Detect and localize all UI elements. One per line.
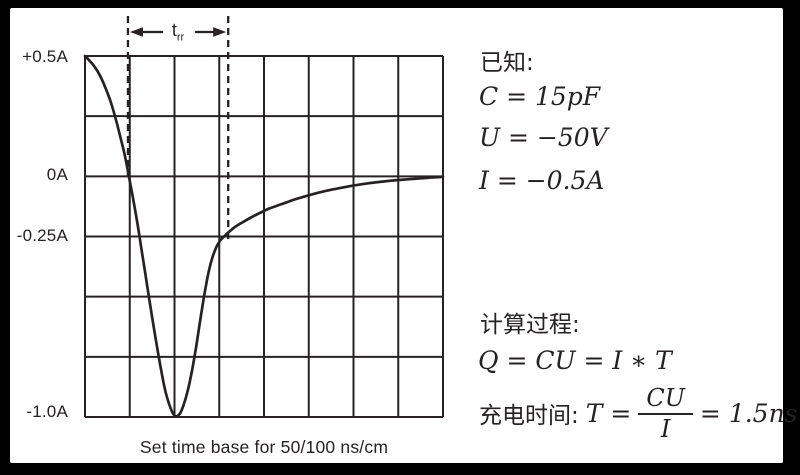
known-heading: 已知: <box>480 50 534 76</box>
fraction-denominator: I <box>638 412 693 442</box>
charging-time-prefix: 充电时间: <box>479 403 579 429</box>
trr-annotation-label: trr <box>158 19 198 44</box>
trr-symbol: t <box>171 20 177 40</box>
charge-equation: Q = CU = I ∗ T <box>478 346 672 375</box>
y-tick-0a: 0A <box>46 165 68 184</box>
y-tick-plus-0-5a: +0.5A <box>22 47 68 66</box>
charging-time-result: = 1.5ns <box>699 398 798 428</box>
known-voltage: U = −50V <box>479 123 608 152</box>
time-base-caption: Set time base for 50/100 ns/cm <box>139 437 389 457</box>
known-current: I = −0.5A <box>479 166 605 195</box>
y-tick-minus-1-0a: -1.0A <box>26 402 68 421</box>
trr-subscript: rr <box>176 31 185 44</box>
y-tick-minus-0-25a: -0.25A <box>16 226 68 245</box>
cu-over-i-fraction: CU I <box>638 385 693 442</box>
charging-time-lhs: T = <box>585 398 632 428</box>
charging-time-equation: 充电时间: T = CU I = 1.5ns <box>479 384 798 442</box>
fraction-numerator: CU <box>646 383 685 412</box>
calculation-heading: 计算过程: <box>480 312 580 338</box>
known-capacitance: C = 15pF <box>479 82 601 111</box>
